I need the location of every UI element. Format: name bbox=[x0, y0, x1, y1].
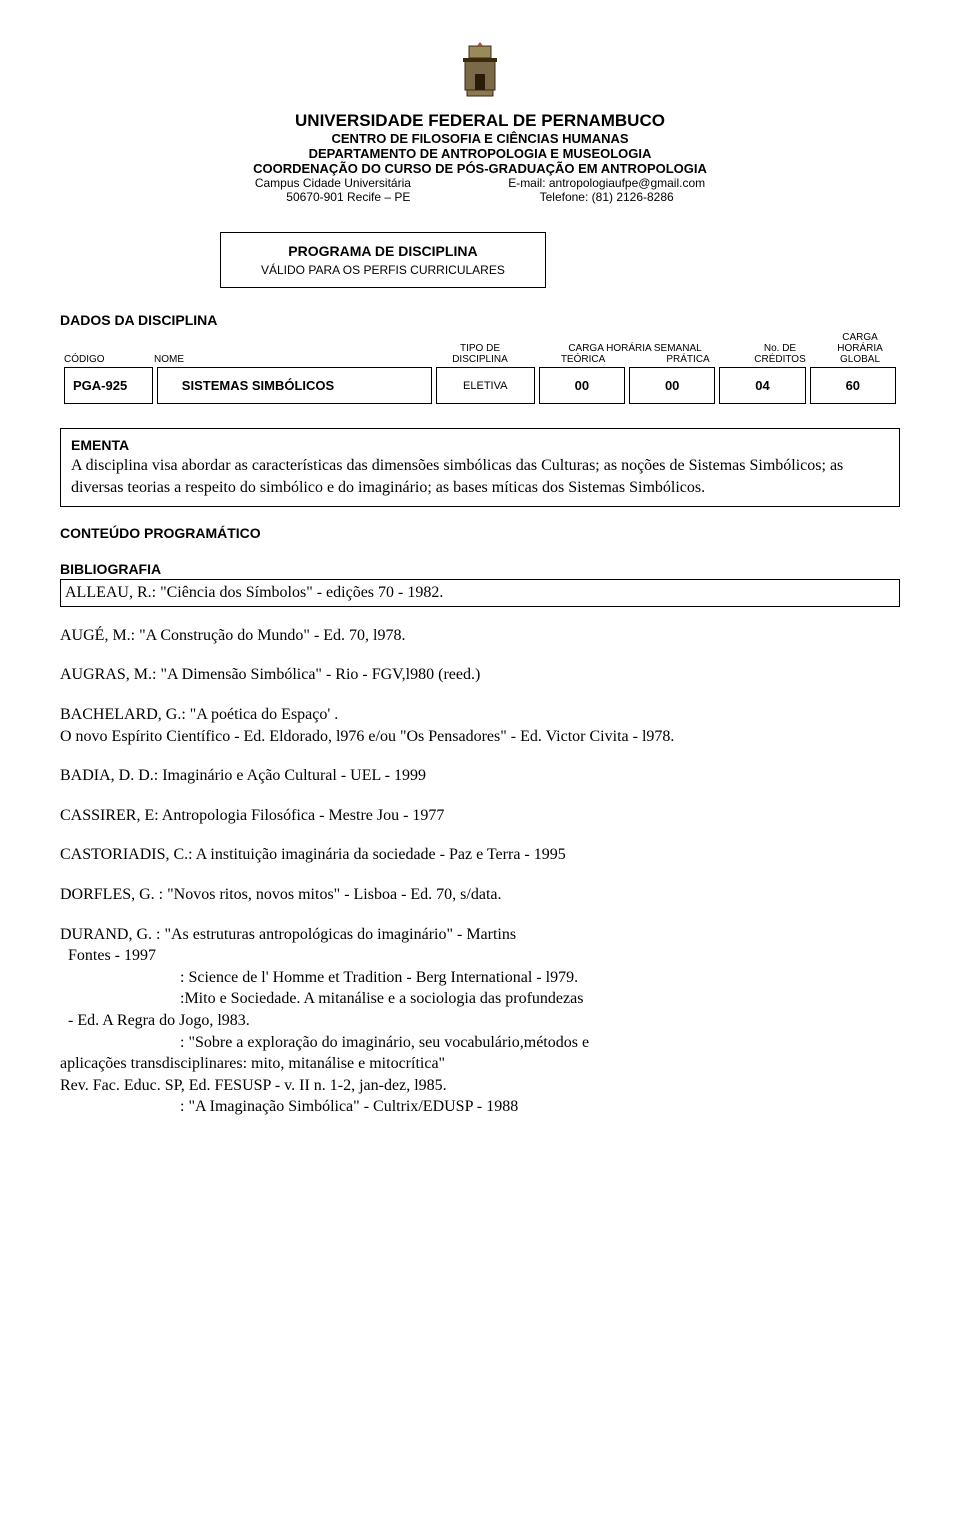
cell-nome: SISTEMAS SIMBÓLICOS bbox=[157, 367, 432, 404]
cell-teorica: 00 bbox=[539, 367, 625, 404]
bib-entry: CASTORIADIS, C.: A instituição imaginári… bbox=[60, 844, 900, 866]
cell-codigo: PGA-925 bbox=[64, 367, 153, 404]
program-title: PROGRAMA DE DISCIPLINA bbox=[261, 243, 505, 259]
hdr-cred-l1: No. DE bbox=[740, 332, 820, 354]
contact-line-2: 50670-901 Recife – PE Telefone: (81) 212… bbox=[286, 190, 673, 204]
program-subtitle: VÁLIDO PARA OS PERFIS CURRICULARES bbox=[261, 263, 505, 277]
bib-entry: AUGRAS, M.: "A Dimensão Simbólica" - Rio… bbox=[60, 664, 900, 686]
dados-title: DADOS DA DISCIPLINA bbox=[60, 312, 900, 328]
campus-left: Campus Cidade Universitária bbox=[255, 176, 505, 190]
ementa-text: A disciplina visa abordar as característ… bbox=[71, 455, 889, 498]
cell-pratica: 00 bbox=[629, 367, 715, 404]
university-crest-icon bbox=[455, 40, 505, 100]
bibliografia-body: ALLEAU, R.: "Ciência dos Símbolos" - edi… bbox=[60, 579, 900, 1118]
discipline-data-table: PGA-925 SISTEMAS SIMBÓLICOS ELETIVA 00 0… bbox=[60, 367, 900, 404]
cell-creditos: 04 bbox=[719, 367, 805, 404]
hdr-tipo-l2: DISCIPLINA bbox=[430, 354, 530, 365]
conteudo-title: CONTEÚDO PROGRAMÁTICO bbox=[60, 525, 900, 541]
campus-email: E-mail: antropologiaufpe@gmail.com bbox=[508, 176, 705, 190]
cell-global: 60 bbox=[810, 367, 896, 404]
hdr-codigo: CÓDIGO bbox=[60, 332, 150, 365]
bib-entry: CASSIRER, E: Antropologia Filosófica - M… bbox=[60, 805, 900, 827]
discipline-header-table: CÓDIGO NOME TIPO DE CARGA HORÁRIA SEMANA… bbox=[60, 332, 900, 365]
campus-address: 50670-901 Recife – PE bbox=[286, 190, 536, 204]
center-name: CENTRO DE FILOSOFIA E CIÊNCIAS HUMANAS bbox=[60, 131, 900, 146]
bib-entry: BADIA, D. D.: Imaginário e Ação Cultural… bbox=[60, 765, 900, 787]
contact-line-1: Campus Cidade Universitária E-mail: antr… bbox=[255, 176, 705, 190]
department-name: DEPARTAMENTO DE ANTROPOLOGIA E MUSEOLOGI… bbox=[60, 146, 900, 161]
program-box: PROGRAMA DE DISCIPLINA VÁLIDO PARA OS PE… bbox=[220, 232, 546, 288]
hdr-cred-l2: CRÉDITOS bbox=[740, 354, 820, 365]
bib-entry-first: ALLEAU, R.: "Ciência dos Símbolos" - edi… bbox=[60, 579, 900, 607]
ementa-title: EMENTA bbox=[71, 437, 889, 453]
logo-container bbox=[60, 40, 900, 103]
bib-entry: DORFLES, G. : "Novos ritos, novos mitos"… bbox=[60, 884, 900, 906]
hdr-nome: NOME bbox=[150, 332, 430, 365]
bib-entry: AUGÉ, M.: "A Construção do Mundo" - Ed. … bbox=[60, 625, 900, 647]
hdr-glob-l3: GLOBAL bbox=[820, 354, 900, 365]
bibliografia-title: BIBLIOGRAFIA bbox=[60, 561, 900, 577]
hdr-tipo-l1: TIPO DE bbox=[430, 332, 530, 354]
cell-tipo: ELETIVA bbox=[436, 367, 535, 404]
campus-phone: Telefone: (81) 2126-8286 bbox=[540, 190, 674, 204]
table-row: PGA-925 SISTEMAS SIMBÓLICOS ELETIVA 00 0… bbox=[64, 367, 896, 404]
hdr-glob-top: CARGA HORÁRIA bbox=[820, 332, 900, 354]
document-header: UNIVERSIDADE FEDERAL DE PERNAMBUCO CENTR… bbox=[60, 111, 900, 204]
hdr-pratica: PRÁTICA bbox=[636, 354, 740, 365]
hdr-teorica: TEÓRICA bbox=[530, 354, 636, 365]
bib-entry: BACHELARD, G.: "A poética do Espaço' . O… bbox=[60, 704, 900, 747]
bib-entry-durand: DURAND, G. : "As estruturas antropológic… bbox=[60, 924, 900, 1118]
university-name: UNIVERSIDADE FEDERAL DE PERNAMBUCO bbox=[60, 111, 900, 131]
ementa-box: EMENTA A disciplina visa abordar as cara… bbox=[60, 428, 900, 507]
coordination-name: COORDENAÇÃO DO CURSO DE PÓS-GRADUAÇÃO EM… bbox=[60, 161, 900, 176]
hdr-ch-l1: CARGA HORÁRIA SEMANAL bbox=[530, 332, 740, 354]
